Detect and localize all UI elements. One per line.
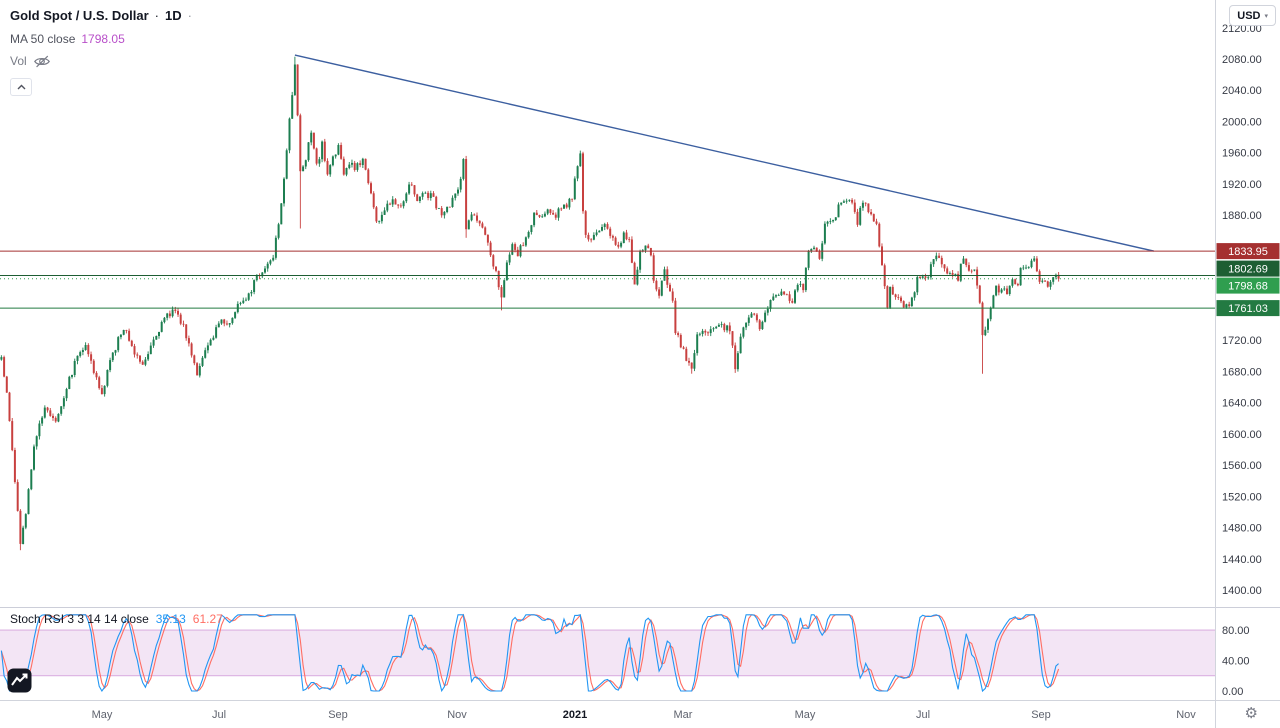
price-tick-label: 1440.00: [1222, 554, 1262, 566]
title-trailing-dot: ·: [187, 8, 192, 23]
stoch-k-line: [0, 613, 1059, 693]
price-tick-label: 1560.00: [1222, 460, 1262, 472]
stoch-rsi-k-value: 35.13: [155, 612, 186, 626]
stoch-rsi-pane[interactable]: [0, 613, 1215, 693]
price-tick-label: 1400.00: [1222, 585, 1262, 597]
svg-text:1761.03: 1761.03: [1228, 303, 1268, 315]
price-tick-label: 1880.00: [1222, 210, 1262, 222]
interval-label[interactable]: 1D: [165, 8, 182, 23]
symbol-title[interactable]: Gold Spot / U.S. Dollar: [10, 8, 149, 23]
time-axis-label: Jul: [916, 709, 930, 721]
currency-dropdown-label: USD: [1237, 9, 1261, 22]
vol-indicator-row: Vol: [10, 53, 192, 69]
price-tick-label: 2040.00: [1222, 85, 1262, 97]
price-tick-label: 1480.00: [1222, 523, 1262, 535]
time-axis-label: Sep: [1031, 709, 1051, 721]
svg-text:1802.69: 1802.69: [1228, 264, 1268, 276]
price-level-badge: 1798.68: [1216, 277, 1280, 294]
price-tick-label: 1640.00: [1222, 398, 1262, 410]
title-separator: ·: [154, 8, 160, 23]
ma-indicator-row: MA 50 close 1798.05: [10, 31, 192, 47]
chevron-down-icon: ▾: [1264, 12, 1268, 20]
stoch-band: [0, 630, 1215, 676]
price-tick-label: 2080.00: [1222, 54, 1262, 66]
stoch-rsi-legend: Stoch RSI 3 3 14 14 close 35.13 61.27: [10, 612, 223, 626]
time-axis-label: 2021: [563, 709, 587, 721]
vol-indicator-label[interactable]: Vol: [10, 54, 27, 68]
main-pane[interactable]: [0, 54, 1215, 551]
svg-text:1798.68: 1798.68: [1228, 281, 1268, 293]
price-level-badge: 1833.95: [1216, 243, 1280, 260]
time-axis-label: Nov: [447, 709, 467, 721]
symbol-legend: Gold Spot / U.S. Dollar · 1D · MA 50 clo…: [10, 8, 192, 96]
stoch-rsi-label[interactable]: Stoch RSI 3 3 14 14 close: [10, 612, 149, 626]
price-level-badge: 1761.03: [1216, 300, 1280, 317]
ma-indicator-label[interactable]: MA 50 close: [10, 32, 76, 46]
stoch-tick-label: 40.00: [1222, 656, 1250, 668]
price-axis[interactable]: 2120.002080.002040.002000.001960.001920.…: [1216, 23, 1280, 698]
time-axis-label: Nov: [1176, 709, 1196, 721]
symbol-title-row: Gold Spot / U.S. Dollar · 1D ·: [10, 8, 192, 24]
time-axis-label: Sep: [328, 709, 348, 721]
price-level-badge: 1802.69: [1216, 260, 1280, 277]
stoch-rsi-d-value: 61.27: [192, 612, 223, 626]
chevron-up-icon: [17, 84, 26, 90]
time-axis-label: May: [795, 709, 816, 721]
price-tick-label: 2000.00: [1222, 117, 1262, 129]
ma-indicator-value: 1798.05: [81, 32, 125, 46]
tradingview-logo[interactable]: [7, 668, 32, 693]
stoch-tick-label: 80.00: [1222, 625, 1250, 637]
currency-dropdown[interactable]: USD ▾: [1229, 5, 1276, 26]
visibility-off-icon[interactable]: [33, 55, 51, 68]
price-tick-label: 1720.00: [1222, 335, 1262, 347]
time-axis-label: May: [92, 709, 113, 721]
time-axis-label: Mar: [674, 709, 693, 721]
price-tick-label: 1960.00: [1222, 148, 1262, 160]
settings-gear-icon[interactable]: ⚙: [1244, 705, 1258, 722]
trendline[interactable]: [294, 54, 1154, 252]
time-axis-label: Jul: [212, 709, 226, 721]
pane-collapse-button[interactable]: [10, 78, 32, 96]
time-axis[interactable]: May Jul Sep Nov 2021 Mar May Jul Sep Nov: [92, 709, 1197, 721]
price-tick-label: 1600.00: [1222, 429, 1262, 441]
candlestick-series: [0, 56, 1060, 551]
stoch-tick-label: 0.00: [1222, 686, 1243, 698]
price-tick-label: 1520.00: [1222, 491, 1262, 503]
price-tick-label: 1680.00: [1222, 366, 1262, 378]
price-tick-label: 1920.00: [1222, 179, 1262, 191]
svg-text:1833.95: 1833.95: [1228, 246, 1268, 258]
